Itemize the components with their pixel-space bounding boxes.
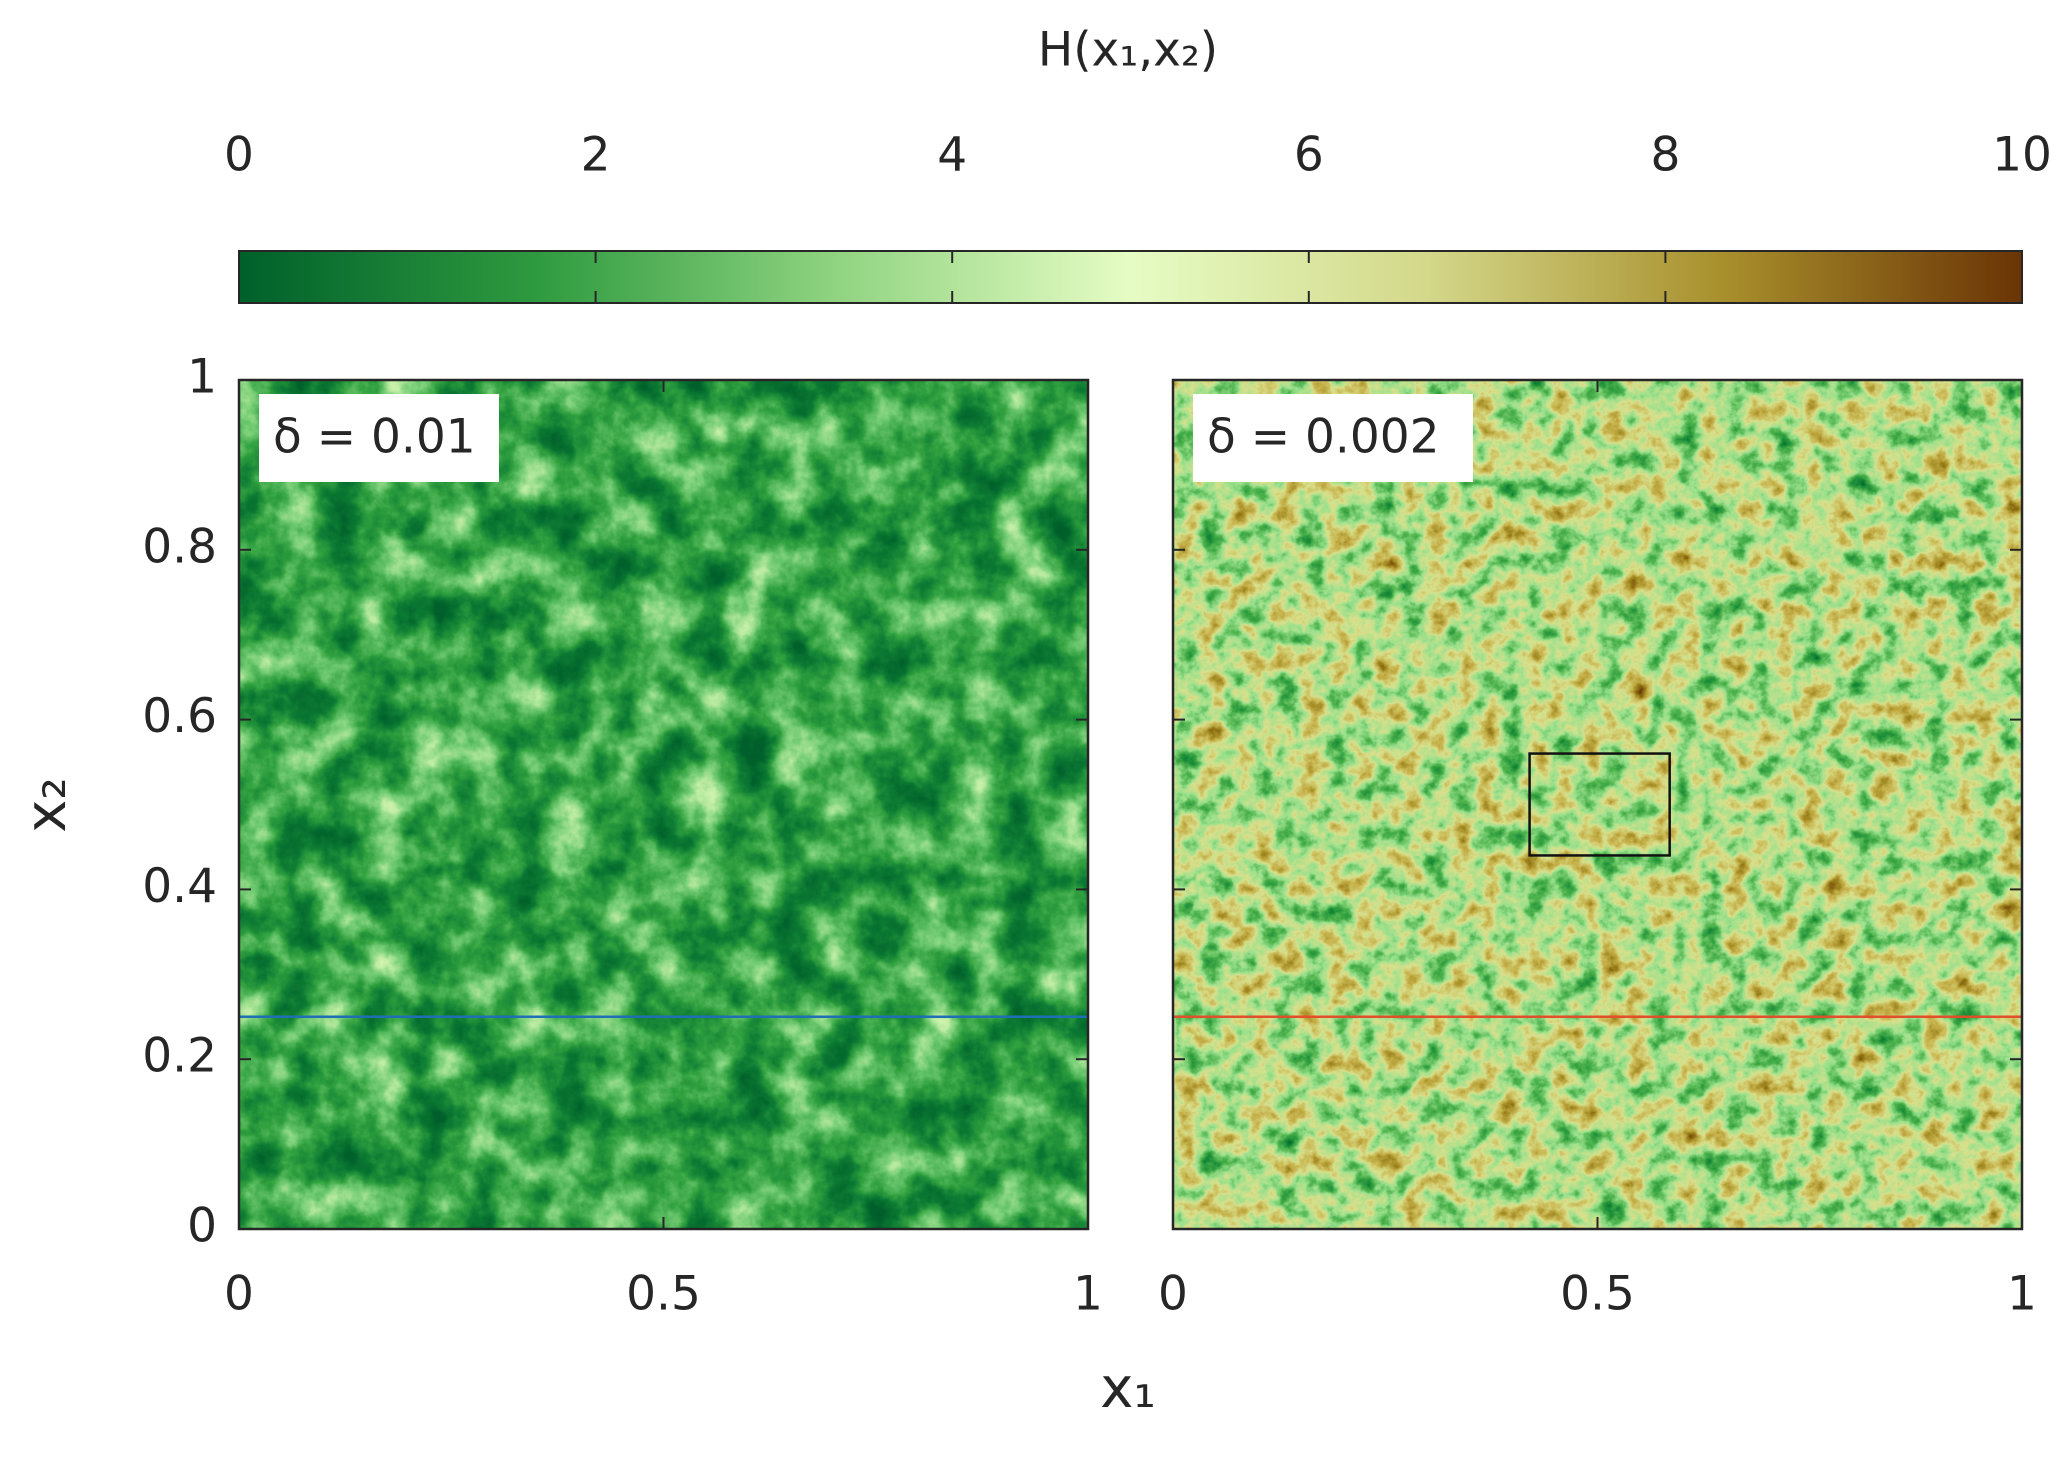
panel-annotation: δ = 0.002	[1207, 410, 1440, 465]
x-tick-label: 1	[1073, 1267, 1103, 1322]
y-tick-label: 0.2	[142, 1029, 217, 1084]
panel-annotation: δ = 0.01	[273, 410, 476, 465]
colorbar-tick-label: 6	[1294, 128, 1324, 183]
x-tick-label: 0.5	[626, 1267, 701, 1322]
y-tick-label: 0.6	[142, 689, 217, 744]
colorbar-label: H(x₁,x₂)	[1038, 23, 1218, 78]
y-tick-label: 0.4	[142, 859, 217, 914]
colorbar	[238, 250, 2023, 304]
annotation-box	[259, 394, 499, 482]
x-tick-label: 0	[1158, 1267, 1188, 1322]
colorbar-tick-label: 10	[1992, 128, 2052, 183]
colorbar-tick-label: 4	[937, 128, 967, 183]
heatmap-field	[239, 380, 1088, 1229]
y-tick-label: 0.8	[142, 519, 217, 574]
colorbar-tick-label: 0	[224, 128, 254, 183]
x-tick-label: 1	[2007, 1267, 2037, 1322]
annotation-box	[1193, 394, 1473, 482]
y-tick-label: 1	[187, 350, 217, 405]
colorbar-tick-label: 8	[1650, 128, 1680, 183]
zoom-box	[1528, 752, 1671, 857]
x-tick-label: 0	[224, 1267, 254, 1322]
y-tick-label: 0	[187, 1199, 217, 1254]
y-axis-label: x₂	[14, 777, 79, 833]
colorbar-tick-label: 2	[581, 128, 611, 183]
x-tick-label: 0.5	[1560, 1267, 1635, 1322]
heatmap-field	[1173, 380, 2022, 1229]
x-axis-label: x₁	[1100, 1356, 1156, 1421]
